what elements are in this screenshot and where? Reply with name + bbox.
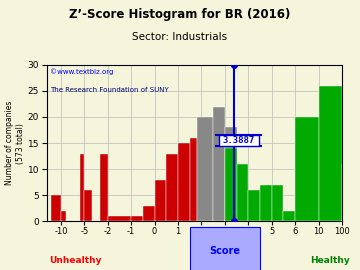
Bar: [84, 190, 92, 221]
Bar: [237, 164, 248, 221]
Text: ©www.textbiz.org: ©www.textbiz.org: [50, 68, 113, 75]
Bar: [154, 180, 166, 221]
FancyBboxPatch shape: [219, 135, 259, 146]
Bar: [61, 211, 66, 221]
Text: The Research Foundation of SUNY: The Research Foundation of SUNY: [50, 87, 168, 93]
Bar: [51, 195, 61, 221]
Bar: [100, 154, 108, 221]
Bar: [166, 154, 178, 221]
Bar: [178, 143, 190, 221]
Text: Healthy: Healthy: [310, 256, 350, 265]
Bar: [143, 206, 154, 221]
Text: Unhealthy: Unhealthy: [49, 256, 101, 265]
Bar: [248, 190, 260, 221]
Bar: [108, 216, 131, 221]
Text: Sector: Industrials: Sector: Industrials: [132, 32, 228, 42]
Bar: [190, 138, 197, 221]
Bar: [260, 185, 272, 221]
Bar: [272, 185, 283, 221]
Bar: [225, 148, 237, 221]
Bar: [213, 107, 225, 221]
Text: Score: Score: [210, 246, 240, 256]
Bar: [80, 154, 84, 221]
Bar: [197, 117, 213, 221]
Bar: [295, 117, 319, 221]
Bar: [283, 211, 295, 221]
Text: 3.3887: 3.3887: [223, 136, 255, 145]
Bar: [225, 127, 237, 221]
Bar: [319, 86, 342, 221]
Bar: [131, 216, 143, 221]
Text: Z’-Score Histogram for BR (2016): Z’-Score Histogram for BR (2016): [69, 8, 291, 21]
Y-axis label: Number of companies
(573 total): Number of companies (573 total): [5, 101, 25, 185]
